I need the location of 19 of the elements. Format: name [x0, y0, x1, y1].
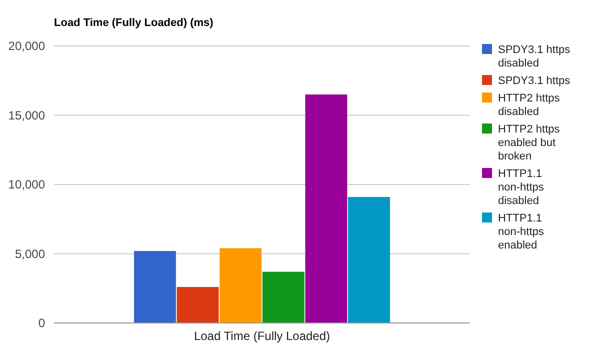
legend-label: HTTP1.1 non-https disabled: [498, 168, 544, 207]
bar: [134, 250, 176, 323]
chart-title: Load Time (Fully Loaded) (ms): [54, 17, 214, 29]
bar: [220, 248, 262, 323]
legend-label: SPDY3.1 https: [498, 75, 571, 87]
y-tick-label: 10,000: [8, 178, 46, 192]
y-tick-label: 15,000: [8, 108, 46, 122]
legend-label: SPDY3.1 https disabled: [498, 44, 571, 70]
legend-label: HTTP2 https disabled: [498, 92, 560, 118]
x-tick-label: Load Time (Fully Loaded): [194, 329, 330, 343]
bar: [348, 196, 390, 323]
y-tick-label: 5,000: [14, 246, 46, 261]
bar: [262, 272, 304, 323]
bar: [176, 286, 219, 323]
y-tick-label: 0: [38, 316, 46, 330]
y-tick-label: 20,000: [8, 39, 46, 53]
legend-label: HTTP1.1 non-https enabled: [498, 212, 544, 252]
legend-label: HTTP2 https enabled but broken: [498, 124, 560, 162]
bar: [305, 94, 348, 323]
